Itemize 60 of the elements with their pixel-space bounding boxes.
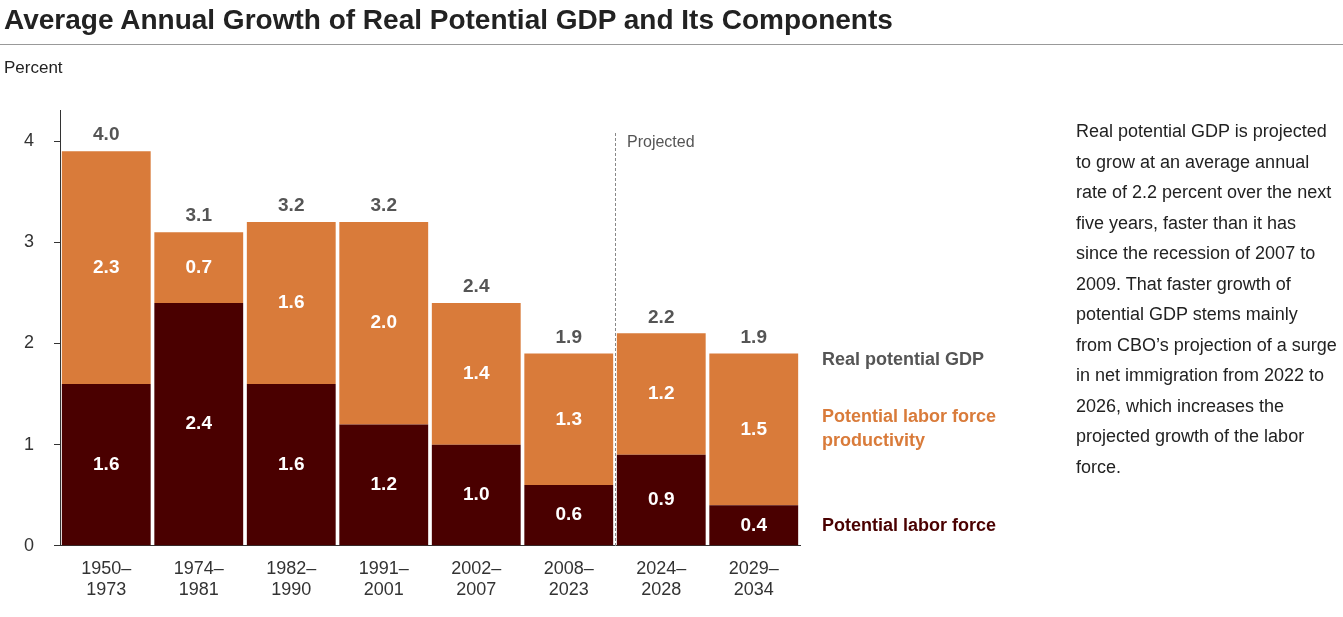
data-label: 1.2	[648, 382, 675, 404]
total-label: 3.2	[370, 194, 397, 216]
text: Real potential GDP is projected to grow at an average annual rate of 2.2 percent over the next five years, faster than it has since the recession of 2007 to 2009. That faster growth of potential GDP stems mainly from CBO’s projection of a surge in net immigration from 2022 to 2026, which increases the projected growth of the labor force.	[1076, 121, 1337, 477]
text: Real potential GDP	[822, 348, 985, 369]
data-label: 0.7	[185, 255, 212, 277]
bar	[709, 505, 799, 546]
x-tick-label: 1991–2001	[358, 557, 409, 600]
data-label: 2.4	[185, 412, 213, 434]
total-label: 3.1	[185, 204, 213, 226]
y-tick-label: 4	[24, 130, 35, 151]
data-label: 1.4	[463, 362, 490, 384]
y-tick-label: 0	[24, 534, 35, 555]
total-label: 2.4	[463, 275, 490, 297]
bar	[709, 353, 799, 506]
y-tick-label: 3	[24, 231, 35, 252]
x-tick-label: 1950–1973	[81, 557, 132, 600]
bar	[246, 383, 336, 546]
bar	[339, 222, 429, 425]
x-tick-label: 2029–2034	[728, 557, 779, 600]
series-label: Potential labor force productivity	[822, 406, 997, 451]
data-label: 1.2	[370, 473, 397, 495]
data-label: 2.3	[93, 255, 120, 277]
total-label: 1.9	[740, 325, 767, 347]
bar	[61, 151, 151, 384]
data-label: 1.0	[463, 483, 490, 505]
total-label: 4.0	[93, 123, 120, 145]
bar	[431, 444, 521, 546]
bar	[154, 232, 244, 304]
bar	[339, 424, 429, 546]
data-label: 1.5	[740, 417, 768, 439]
data-label: 1.6	[278, 452, 305, 474]
x-tick-label: 1982–1990	[266, 557, 317, 600]
bar	[61, 383, 151, 546]
annotation: Projected	[627, 133, 695, 152]
y-tick-label: 2	[24, 332, 35, 353]
bar	[616, 333, 706, 455]
data-label: 0.6	[555, 503, 582, 525]
bar	[616, 454, 706, 546]
series-label: Potential labor force	[822, 514, 997, 535]
total-label: 1.9	[555, 325, 582, 347]
total-label: 3.2	[278, 194, 305, 216]
data-label: 1.6	[278, 291, 305, 313]
data-label: 2.0	[370, 311, 397, 333]
data-label: 1.3	[555, 407, 582, 429]
bar	[154, 303, 244, 546]
bar	[524, 353, 614, 486]
data-label: 0.4	[740, 513, 768, 535]
bar	[524, 485, 614, 546]
y-tick-label: 1	[24, 433, 35, 454]
total-label: 2.2	[648, 305, 675, 327]
x-tick-label: 2008–2023	[543, 557, 594, 600]
bar	[431, 303, 521, 445]
data-label: 1.6	[93, 452, 120, 474]
data-label: 0.9	[648, 488, 675, 510]
x-tick-label: 1974–1981	[173, 557, 224, 600]
x-tick-label: 2024–2028	[636, 557, 687, 600]
x-tick-label: 2002–2007	[451, 557, 502, 600]
bar	[246, 222, 336, 384]
chart-title: Average Annual Growth of Real Potential GDP and Its Components	[4, 4, 893, 36]
y-axis-title: Percent	[4, 58, 63, 78]
